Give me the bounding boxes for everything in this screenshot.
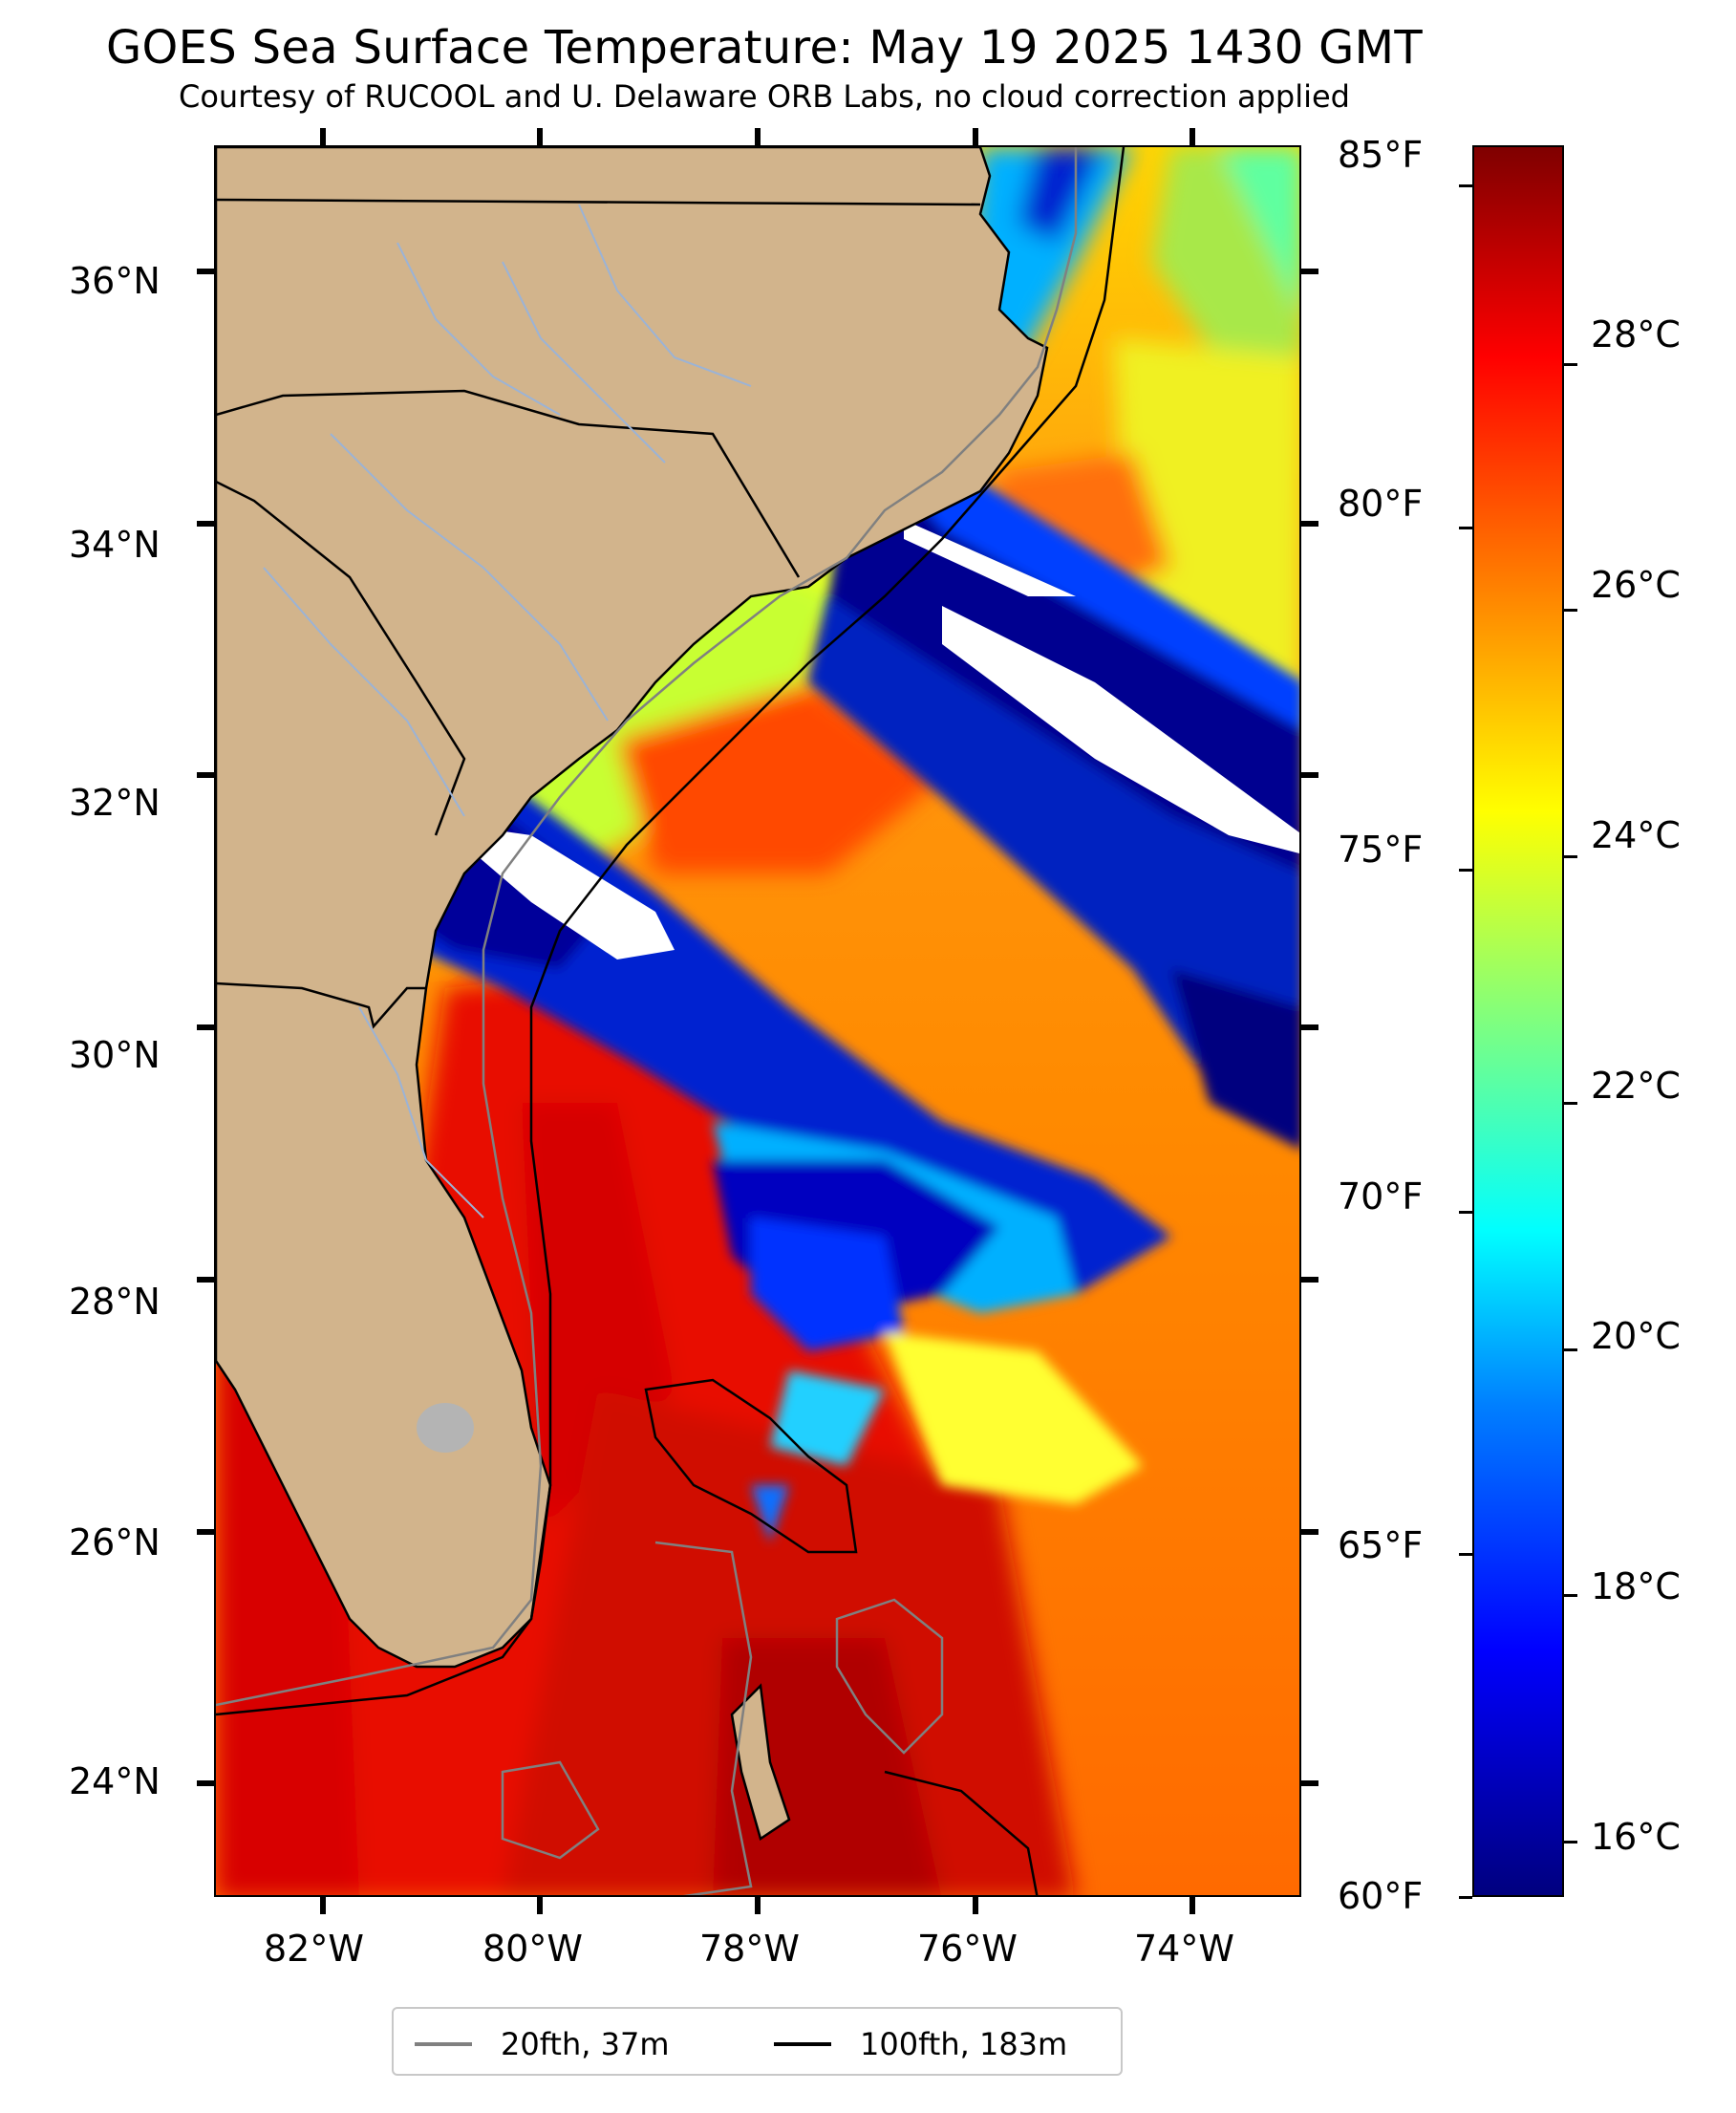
cloud-mask-east-shape <box>942 606 1299 853</box>
lon-tick-top <box>537 128 544 145</box>
lat-tick-left <box>197 1024 214 1031</box>
fahrenheit-label: 85°F <box>1338 134 1424 176</box>
little-bahama-bank <box>644 1378 858 1554</box>
lon-label: 78°W <box>699 1928 800 1970</box>
celsius-label: 16°C <box>1591 1816 1681 1858</box>
legend-item-20fth: 20fth, 37m <box>415 2026 669 2062</box>
colorbar-tick-f <box>1459 1895 1472 1899</box>
lat-tick-left <box>197 1276 214 1283</box>
lat-tick-left <box>197 268 214 274</box>
colorbar-tick-f <box>1459 1211 1472 1215</box>
lon-tick-top <box>755 128 761 145</box>
lat-label: 28°N <box>69 1281 161 1323</box>
fahrenheit-label: 65°F <box>1338 1524 1424 1566</box>
colorbar-tick-c <box>1564 609 1577 613</box>
lon-tick-top <box>972 128 978 145</box>
lon-tick-bottom <box>1189 1897 1196 1914</box>
lon-tick-bottom <box>972 1897 978 1914</box>
lat-tick-left <box>197 1780 214 1787</box>
fahrenheit-label: 75°F <box>1338 829 1424 871</box>
lon-label: 74°W <box>1134 1928 1234 1970</box>
contour-legend: 20fth, 37m 100fth, 183m <box>392 2007 1123 2076</box>
lon-tick-bottom <box>755 1897 761 1914</box>
state-borders <box>216 198 981 1029</box>
legend-label-20fth: 20fth, 37m <box>501 2026 670 2062</box>
lat-tick-right <box>1301 772 1318 779</box>
colorbar-tick-c <box>1564 1348 1577 1351</box>
lat-label: 26°N <box>69 1521 161 1563</box>
lat-tick-left <box>197 772 214 779</box>
sst-map-canvas <box>216 147 1299 1895</box>
colorbar-tick-c <box>1564 1841 1577 1844</box>
lat-label: 34°N <box>69 524 161 566</box>
lat-tick-right <box>1301 1528 1318 1535</box>
celsius-label: 26°C <box>1591 564 1681 606</box>
contour-20fth <box>216 147 1078 1707</box>
lon-tick-bottom <box>319 1897 326 1914</box>
lon-label: 80°W <box>482 1928 583 1970</box>
lon-tick-top <box>319 128 326 145</box>
lon-tick-bottom <box>537 1897 544 1914</box>
colorbar-tick-c <box>1564 855 1577 859</box>
celsius-label: 22°C <box>1591 1065 1681 1107</box>
fahrenheit-label: 60°F <box>1338 1875 1424 1917</box>
land-layer <box>216 147 1049 1841</box>
colorbar-tick-f <box>1459 869 1472 873</box>
contour-100fth <box>216 147 1125 1716</box>
lat-tick-right <box>1301 1276 1318 1283</box>
colorbar-tick-f <box>1459 1553 1472 1557</box>
colorbar-tick-c <box>1564 1101 1577 1105</box>
southeast-us-land <box>216 147 1049 1669</box>
sst-map[interactable] <box>214 145 1301 1897</box>
legend-swatch-20fth <box>415 2042 472 2046</box>
lat-label: 30°N <box>69 1034 161 1076</box>
map-title: GOES Sea Surface Temperature: May 19 202… <box>106 21 1423 75</box>
lon-label: 82°W <box>264 1928 364 1970</box>
legend-label-100fth: 100fth, 183m <box>860 2026 1068 2062</box>
lat-tick-right <box>1301 1780 1318 1787</box>
legend-swatch-100fth <box>774 2042 831 2046</box>
lat-label: 36°N <box>69 260 161 302</box>
lat-label: 32°N <box>69 782 161 824</box>
temperature-colorbar <box>1472 145 1564 1897</box>
lat-tick-right <box>1301 268 1318 274</box>
legend-item-100fth: 100fth, 183m <box>774 2026 1067 2062</box>
rivers <box>263 204 752 1218</box>
lat-label: 24°N <box>69 1760 161 1802</box>
map-subtitle: Courtesy of RUCOOL and U. Delaware ORB L… <box>179 78 1350 115</box>
lon-label: 76°W <box>917 1928 1018 1970</box>
fahrenheit-label: 80°F <box>1338 483 1424 525</box>
lon-tick-top <box>1189 128 1196 145</box>
colorbar-tick-f <box>1459 527 1472 530</box>
fahrenheit-label: 70°F <box>1338 1175 1424 1218</box>
andros-island <box>730 1683 791 1841</box>
lake-okeechobee <box>417 1403 474 1453</box>
lat-tick-right <box>1301 1024 1318 1031</box>
celsius-label: 28°C <box>1591 313 1681 356</box>
colorbar-tick-f <box>1459 184 1472 188</box>
lat-tick-left <box>197 1528 214 1535</box>
cloud-mask-west <box>464 826 675 959</box>
celsius-label: 24°C <box>1591 814 1681 856</box>
celsius-label: 20°C <box>1591 1315 1681 1357</box>
colorbar-tick-c <box>1564 1594 1577 1598</box>
lat-tick-right <box>1301 520 1318 527</box>
lat-tick-left <box>197 520 214 527</box>
celsius-label: 18°C <box>1591 1565 1681 1607</box>
colorbar-tick-c <box>1564 362 1577 366</box>
